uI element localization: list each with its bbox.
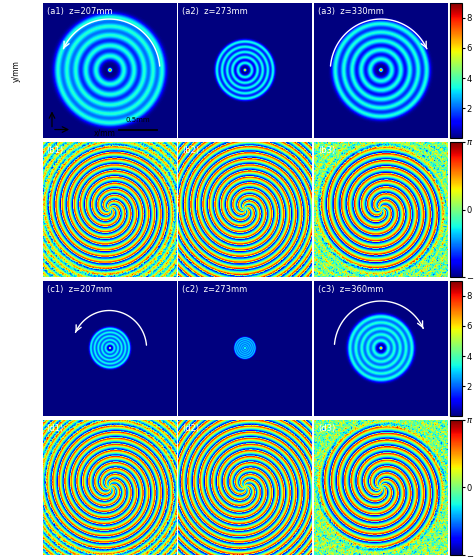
Text: (c2)  z=273mm: (c2) z=273mm bbox=[182, 285, 248, 294]
Text: (a1)  z=207mm: (a1) z=207mm bbox=[46, 7, 112, 16]
Text: x/mm: x/mm bbox=[93, 128, 115, 137]
Text: (a2)  z=273mm: (a2) z=273mm bbox=[182, 7, 248, 16]
Text: (b3): (b3) bbox=[319, 146, 336, 155]
Text: (d1): (d1) bbox=[46, 424, 64, 432]
Text: (b1): (b1) bbox=[46, 146, 64, 155]
Text: (d2): (d2) bbox=[182, 424, 200, 432]
Text: (a3)  z=330mm: (a3) z=330mm bbox=[319, 7, 384, 16]
Text: y/mm: y/mm bbox=[11, 60, 20, 81]
Text: (d3): (d3) bbox=[319, 424, 336, 432]
Text: 0.5mm: 0.5mm bbox=[126, 117, 150, 123]
Text: (c1)  z=207mm: (c1) z=207mm bbox=[46, 285, 112, 294]
Text: (c3)  z=360mm: (c3) z=360mm bbox=[319, 285, 383, 294]
Text: (b2): (b2) bbox=[182, 146, 200, 155]
